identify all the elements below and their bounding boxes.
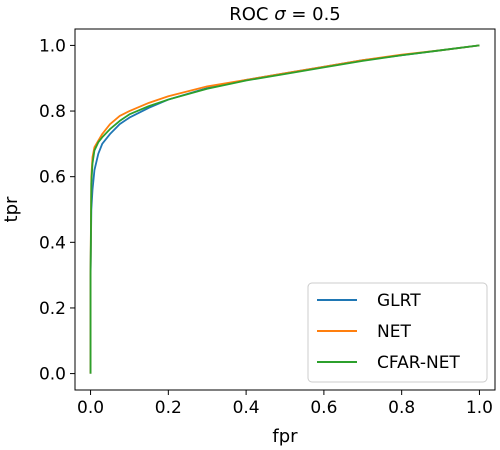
x-tick-label: 0.2 [155,398,182,418]
y-tick-label: 0.4 [39,233,66,253]
chart-title-suffix: = 0.5 [286,4,341,25]
chart-title-prefix: ROC [229,4,274,25]
legend-label-cfar-net: CFAR-NET [377,353,460,373]
chart-title-symbol: σ [274,4,286,25]
y-tick-label: 0.2 [39,299,66,319]
y-axis-label: tpr [1,196,22,222]
x-tick-label: 0.8 [388,398,415,418]
y-tick-label: 1.0 [39,36,66,56]
x-axis-label: fpr [272,426,298,447]
chart-title: ROC σ = 0.5 [229,4,341,25]
legend-label-glrt: GLRT [377,291,421,311]
ticks-layer: 0.0 0.2 0.4 0.6 0.8 1.0 0.0 0.2 0.4 0.6 0.8 1.0 [39,36,493,418]
y-tick-label: 0.0 [39,365,66,385]
legend: GLRT NET CFAR-NET [307,282,488,383]
plot-frame [74,28,496,391]
x-tick-label: 0.0 [77,398,104,418]
y-tick-label: 0.8 [39,102,66,122]
x-tick-label: 0.6 [310,398,337,418]
x-tick-label: 0.4 [233,398,260,418]
series-line-cfar-net [89,44,480,374]
legend-box [307,282,488,383]
y-tick-label: 0.6 [39,168,66,188]
x-tick-label: 1.0 [466,398,493,418]
legend-label-net: NET [377,322,411,342]
series-layer [89,44,480,374]
